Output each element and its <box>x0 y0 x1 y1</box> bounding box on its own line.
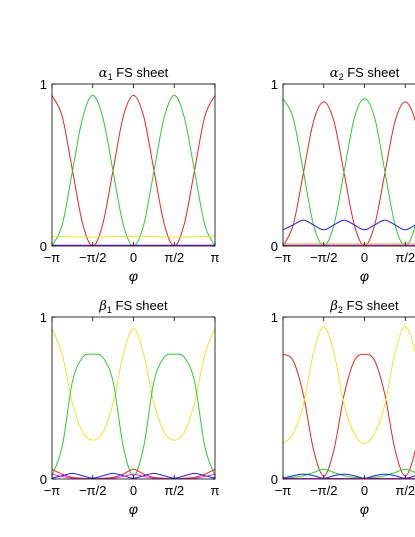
series-group <box>52 94 215 246</box>
y-tick-label: 1 <box>40 310 47 325</box>
x-axis-label: φ <box>360 501 369 517</box>
panel-beta1: −π −π/2 0 π/2 π 0 1 β1 FS sheet φ <box>40 298 220 517</box>
panel-title: β1 FS sheet <box>98 298 168 315</box>
panel-title: α2 FS sheet <box>330 65 400 82</box>
series-line-4 <box>52 473 215 479</box>
series-line-0 <box>283 101 415 246</box>
panel-title: β2 FS sheet <box>329 298 399 315</box>
x-tick-label: −π/2 <box>79 483 106 498</box>
x-tick-label: π <box>211 483 220 498</box>
y-tick-label: 1 <box>40 77 47 92</box>
x-tick-label: 0 <box>130 250 137 265</box>
axes-frame <box>51 83 216 247</box>
x-tick-label: π/2 <box>395 250 415 265</box>
axes-frame <box>282 316 415 480</box>
panel-title: α1 FS sheet <box>99 65 169 82</box>
x-tick-label: 0 <box>361 483 368 498</box>
series-line-1 <box>283 326 415 444</box>
series-line-1 <box>52 94 215 246</box>
series-line-2 <box>52 468 215 479</box>
y-tick-label: 1 <box>271 310 278 325</box>
x-tick-label: −π <box>44 250 61 265</box>
panel-alpha1: −π −π/2 0 π/2 π 0 1 α1 FS sheet φ <box>40 65 220 284</box>
x-tick-label: −π/2 <box>310 250 337 265</box>
x-axis-label: φ <box>129 268 138 284</box>
y-tick-label: 0 <box>40 239 47 254</box>
x-tick-label: π/2 <box>164 250 184 265</box>
y-tick-label: 0 <box>271 472 278 487</box>
x-axis-label: φ <box>129 501 138 517</box>
series-group <box>283 326 415 479</box>
series-line-0 <box>52 94 215 246</box>
y-tick-label: 1 <box>271 77 278 92</box>
series-line-0 <box>283 353 415 477</box>
series-line-1 <box>52 353 215 477</box>
axes-frame <box>51 316 216 480</box>
x-tick-label: 0 <box>361 250 368 265</box>
x-tick-label: −π <box>275 250 292 265</box>
series-line-2 <box>52 235 215 238</box>
y-tick-label: 0 <box>271 239 278 254</box>
x-tick-label: π <box>211 250 220 265</box>
x-tick-label: −π <box>275 483 292 498</box>
y-tick-label: 0 <box>40 472 47 487</box>
x-tick-label: −π/2 <box>310 483 337 498</box>
x-axis-label: φ <box>360 268 369 284</box>
x-tick-label: 0 <box>130 483 137 498</box>
series-group <box>52 327 215 479</box>
x-tick-label: −π/2 <box>79 250 106 265</box>
series-line-0 <box>52 327 215 441</box>
series-group <box>283 98 415 246</box>
x-tick-label: −π <box>44 483 61 498</box>
series-line-1 <box>283 98 415 246</box>
series-line-2 <box>283 219 415 231</box>
x-tick-label: π/2 <box>164 483 184 498</box>
x-tick-label: π/2 <box>395 483 415 498</box>
